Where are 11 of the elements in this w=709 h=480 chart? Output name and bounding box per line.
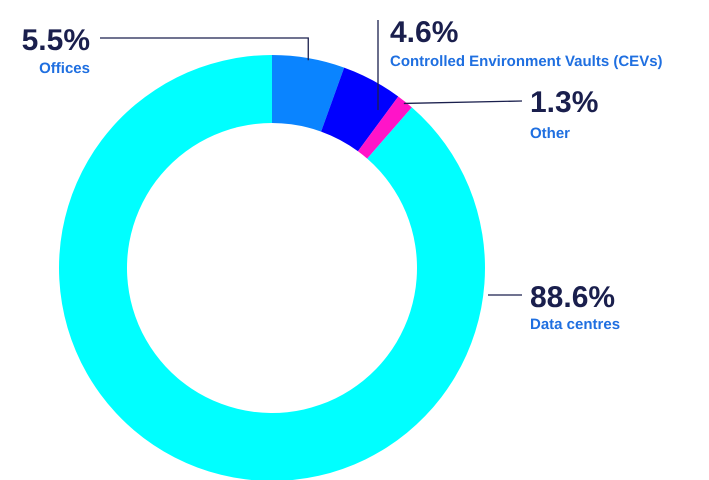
slice-label: Controlled Environment Vaults (CEVs) (390, 53, 663, 70)
donut-slice (272, 55, 344, 132)
data-label: 88.6% (530, 281, 616, 314)
slice-label: Other (530, 125, 570, 142)
donut-slice (358, 96, 412, 159)
slice-label: Offices (39, 60, 90, 77)
data-label: 4.6% (390, 16, 458, 49)
donut-slice (321, 68, 398, 152)
data-label: 5.5% (22, 24, 90, 57)
data-label: 1.3% (530, 86, 598, 119)
slice-label: Data centres (530, 316, 620, 333)
